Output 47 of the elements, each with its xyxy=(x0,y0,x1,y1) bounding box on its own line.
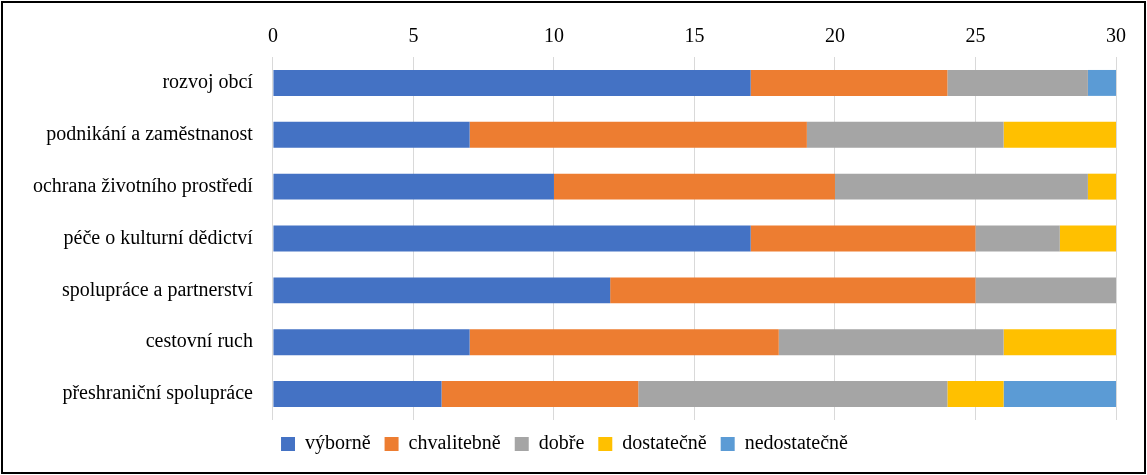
bar xyxy=(778,329,1004,356)
x-tick-label: 15 xyxy=(684,24,705,47)
bar xyxy=(469,329,779,356)
bar xyxy=(273,173,554,200)
bar xyxy=(273,69,751,96)
bar xyxy=(1003,121,1116,148)
bar xyxy=(1003,329,1116,356)
bar xyxy=(1003,381,1116,408)
bar xyxy=(975,225,1060,252)
bar xyxy=(1059,225,1116,252)
bar xyxy=(610,277,976,304)
bar xyxy=(469,121,807,148)
y-tick-label: spolupráce a partnerství xyxy=(61,277,254,301)
bar xyxy=(273,381,442,408)
bar xyxy=(947,381,1004,408)
bar xyxy=(806,121,1004,148)
bar xyxy=(273,329,470,356)
y-tick-label: ochrana životního prostředí xyxy=(32,173,254,197)
x-tick-label: 0 xyxy=(267,24,278,47)
bar xyxy=(638,381,948,408)
bar xyxy=(947,69,1088,96)
legend-label: dobře xyxy=(538,431,585,454)
bar xyxy=(834,173,1088,200)
bar xyxy=(975,277,1116,304)
bar xyxy=(273,225,751,252)
y-tick-label: péče o kulturní dědictví xyxy=(63,225,254,249)
legend-label: dostatečně xyxy=(622,431,707,454)
y-tick-label: přeshraniční spolupráce xyxy=(62,381,254,405)
bar xyxy=(273,277,611,304)
x-tick-label: 5 xyxy=(408,24,419,47)
bar xyxy=(273,121,470,148)
bar xyxy=(1087,69,1116,96)
y-tick-label: cestovní ruch xyxy=(145,329,253,352)
bar xyxy=(750,225,976,252)
bar xyxy=(553,173,835,200)
x-tick-label: 20 xyxy=(824,24,845,47)
bar xyxy=(441,381,639,408)
legend-label: chvalitebně xyxy=(408,431,501,454)
x-tick-label: 30 xyxy=(1106,24,1126,47)
x-tick-label: 10 xyxy=(543,24,564,47)
y-tick-label: podnikání a zaměstnanost xyxy=(46,122,254,146)
bar xyxy=(1087,173,1116,200)
legend-label: nedostatečně xyxy=(744,431,849,454)
bar xyxy=(750,69,948,96)
y-tick-label: rozvoj obcí xyxy=(162,70,254,94)
legend-label: výborně xyxy=(305,431,371,455)
x-tick-label: 25 xyxy=(965,24,986,47)
